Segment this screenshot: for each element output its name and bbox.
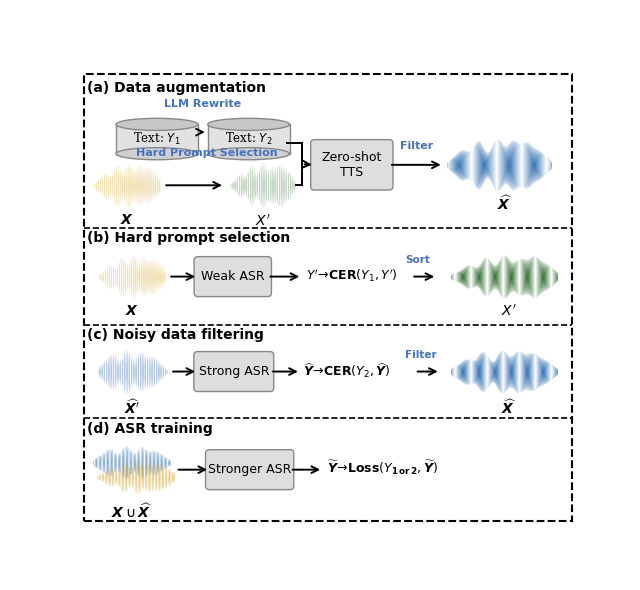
Ellipse shape	[208, 119, 289, 130]
Text: $\widehat{\boldsymbol{X}}'$: $\widehat{\boldsymbol{X}}'$	[124, 399, 140, 417]
Bar	[208, 124, 289, 154]
Bar	[116, 124, 198, 154]
Text: Sort: Sort	[405, 255, 429, 265]
FancyBboxPatch shape	[194, 352, 274, 392]
FancyBboxPatch shape	[310, 140, 393, 190]
Text: $\boldsymbol{X'}$: $\boldsymbol{X'}$	[501, 304, 517, 319]
Text: Text: $\boldsymbol{Y_1}$: Text: $\boldsymbol{Y_1}$	[133, 131, 180, 147]
Text: Stronger ASR: Stronger ASR	[208, 463, 291, 476]
Text: $\widetilde{\boldsymbol{Y}}\!\to\!\mathbf{Loss}(\boldsymbol{Y_{\mathbf{1\,or\,2}: $\widetilde{\boldsymbol{Y}}\!\to\!\mathb…	[326, 459, 438, 477]
FancyBboxPatch shape	[205, 450, 294, 490]
Text: Weak ASR: Weak ASR	[201, 270, 264, 283]
Text: Hard Prompt Selection: Hard Prompt Selection	[136, 148, 277, 158]
Text: $\boldsymbol{X'}$: $\boldsymbol{X'}$	[255, 214, 270, 229]
Text: $\widehat{\boldsymbol{X}}$: $\widehat{\boldsymbol{X}}$	[502, 399, 516, 417]
Text: $\boldsymbol{X} \cup \widehat{\boldsymbol{X}}$: $\boldsymbol{X} \cup \widehat{\boldsymbo…	[111, 503, 153, 520]
Text: $\widehat{\boldsymbol{X}}$: $\widehat{\boldsymbol{X}}$	[497, 195, 511, 213]
FancyBboxPatch shape	[194, 257, 271, 297]
Ellipse shape	[116, 148, 198, 160]
Text: (b) Hard prompt selection: (b) Hard prompt selection	[88, 231, 291, 245]
Text: $\widehat{\boldsymbol{Y}}\!\to\!\mathbf{CER}(\boldsymbol{Y_2},\widehat{\boldsymb: $\widehat{\boldsymbol{Y}}\!\to\!\mathbf{…	[303, 361, 390, 379]
Text: (d) ASR training: (d) ASR training	[88, 421, 213, 435]
Ellipse shape	[208, 148, 289, 160]
Text: (c) Noisy data filtering: (c) Noisy data filtering	[88, 329, 264, 342]
Text: $\boldsymbol{X}$: $\boldsymbol{X}$	[120, 214, 134, 228]
Text: Strong ASR: Strong ASR	[198, 365, 269, 378]
Text: Text: $\boldsymbol{Y_2}$: Text: $\boldsymbol{Y_2}$	[225, 131, 273, 147]
Text: LLM Rewrite: LLM Rewrite	[164, 100, 241, 109]
Text: (a) Data augmentation: (a) Data augmentation	[88, 81, 266, 95]
Text: Zero-shot
TTS: Zero-shot TTS	[322, 151, 382, 179]
Text: Filter: Filter	[405, 350, 437, 360]
Text: Filter: Filter	[399, 141, 433, 151]
Ellipse shape	[116, 119, 198, 130]
Text: $\boldsymbol{X}$: $\boldsymbol{X}$	[125, 304, 139, 318]
Text: $\boldsymbol{Y'}\!\to\!\mathbf{CER}(\boldsymbol{Y_1},\boldsymbol{Y'})$: $\boldsymbol{Y'}\!\to\!\mathbf{CER}(\bol…	[306, 267, 397, 284]
